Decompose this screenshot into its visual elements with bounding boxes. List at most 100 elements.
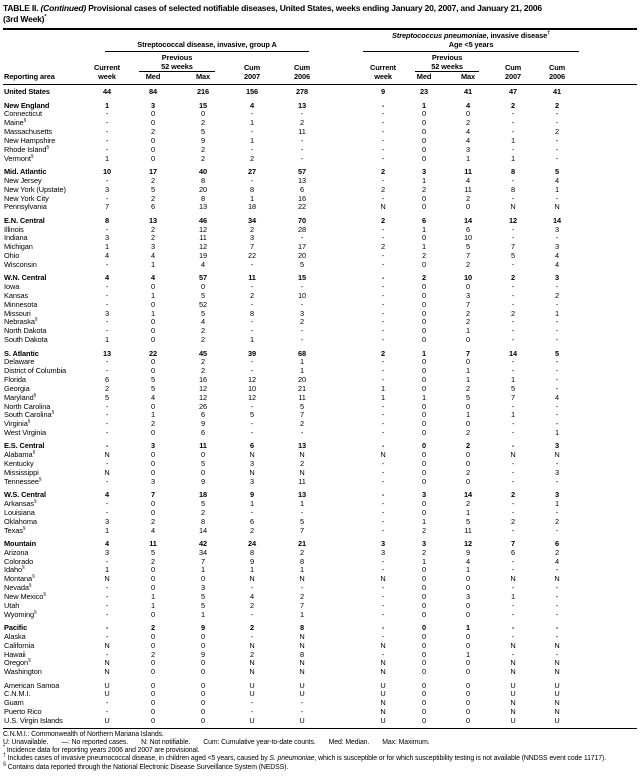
value-cell: 5 <box>466 242 471 252</box>
value-cell: 5 <box>466 392 471 402</box>
value-cell: 7 <box>466 299 471 309</box>
value-cell: 15 <box>198 100 208 110</box>
value-cell: 2 <box>249 649 254 659</box>
value-cell: - <box>511 565 515 575</box>
value-cell: - <box>105 410 109 420</box>
value-cell: - <box>511 476 515 486</box>
table-row: Ohio 4 4 19 22 20 - 2 7 5 4 <box>3 251 637 261</box>
value-cell: 10 <box>247 383 257 393</box>
value-cell: - <box>105 135 109 145</box>
reporting-area-cell: Maryland§ <box>4 392 37 402</box>
value-cell: 0 <box>200 640 205 650</box>
filler-cell <box>579 403 637 412</box>
value-cell: 0 <box>422 450 427 460</box>
value-cell: 1 <box>422 175 427 185</box>
value-cell: - <box>105 193 109 203</box>
value-cell: - <box>105 441 109 451</box>
value-cell: - <box>105 401 109 411</box>
group2-footnote-marker: † <box>547 30 551 37</box>
value-cell: 2 <box>422 184 427 194</box>
filler-cell <box>579 451 637 460</box>
group1-cum2006-label: Cum <box>293 62 311 72</box>
reporting-area-cell: Puerto Rico <box>4 707 42 717</box>
filler-cell <box>579 163 637 176</box>
value-cell: 8 <box>300 649 305 659</box>
value-cell: - <box>105 591 109 601</box>
value-cell: - <box>300 428 304 438</box>
value-cell: 0 <box>422 410 427 420</box>
value-cell: - <box>511 326 515 336</box>
value-cell: 5 <box>511 383 516 393</box>
value-cell: 0 <box>422 631 427 641</box>
value-cell: 6 <box>200 428 205 438</box>
table-row: Missouri 3 1 5 8 3 - 0 2 2 1 <box>3 308 637 319</box>
value-cell: - <box>381 401 385 411</box>
value-cell: 7 <box>200 556 205 566</box>
value-cell: 7 <box>466 251 471 261</box>
group-spacer-cell <box>327 283 363 292</box>
group-spacer-cell <box>327 527 363 536</box>
value-cell: N <box>510 640 516 650</box>
value-cell: - <box>105 631 109 641</box>
value-cell: 3 <box>150 100 155 110</box>
value-cell: - <box>105 419 109 429</box>
value-cell: 24 <box>247 538 257 548</box>
value-cell: 0 <box>422 419 427 429</box>
value-cell: 0 <box>150 467 155 477</box>
value-cell: - <box>511 583 515 593</box>
table-row: North Dakota - 0 2 - - - 0 1 - - <box>3 326 637 336</box>
value-cell: 2 <box>511 516 516 526</box>
value-cell: - <box>511 357 515 367</box>
group-spacer-cell <box>327 420 363 429</box>
table-row: Louisiana - 0 2 - - - 0 1 - - <box>3 508 637 518</box>
reporting-area-cell: South Carolina§ <box>4 410 55 420</box>
value-cell: 0 <box>200 707 205 717</box>
reporting-area-cell: California <box>4 640 35 650</box>
value-cell: - <box>555 609 559 619</box>
reporting-area-cell: Maine§ <box>4 118 27 128</box>
filler-cell <box>579 177 637 186</box>
value-cell: 5 <box>555 166 560 176</box>
filler-cell <box>579 535 637 548</box>
value-cell: - <box>105 127 109 137</box>
group2-age-line: Age <5 years <box>448 39 494 49</box>
table-row: South Carolina§ - 1 6 5 7 - 0 1 1 - <box>3 411 637 420</box>
value-cell: 3 <box>104 184 109 194</box>
value-cell: N <box>299 450 305 460</box>
value-cell: 2 <box>150 622 155 632</box>
value-cell: U <box>277 716 328 729</box>
value-cell: 4 <box>104 490 109 500</box>
table-body: United States 44 84 216 156 278 9 23 41 47 41 New E… <box>3 85 638 729</box>
value-cell: - <box>250 317 254 327</box>
reporting-area-cell: Vermont§ <box>4 153 34 163</box>
value-cell: 0 <box>200 109 205 119</box>
value-cell: - <box>250 583 254 593</box>
value-cell: - <box>300 282 304 292</box>
value-cell: - <box>381 410 385 420</box>
value-cell: 13 <box>298 175 307 185</box>
filler-cell <box>579 195 637 204</box>
reporting-area-cell: Missouri <box>4 308 31 318</box>
value-cell: 2 <box>249 525 254 535</box>
value-cell: 0 <box>466 640 471 650</box>
value-cell: U <box>510 680 516 690</box>
value-cell: 3 <box>381 547 386 557</box>
value-cell: 0 <box>422 202 427 212</box>
group-spacer-cell <box>327 699 363 708</box>
reporting-area-cell: Pacific <box>4 622 28 632</box>
group-spacer-cell <box>327 668 363 677</box>
filler-cell <box>579 137 637 146</box>
table-row: Maine§ - 0 2 1 2 - 0 2 - - <box>3 118 637 128</box>
table-row: California N 0 0 N N N 0 0 N N <box>3 640 637 651</box>
title-divider-rule <box>3 28 637 30</box>
value-cell: 8 <box>249 547 254 557</box>
value-cell: 0 <box>200 689 205 699</box>
group-spacer-cell <box>327 212 363 225</box>
reporting-area-cell: New Mexico§ <box>4 591 46 601</box>
group-spacer-cell <box>327 226 363 235</box>
table-row: Montana§ N 0 0 N N N 0 0 N N <box>3 574 637 584</box>
reporting-area-cell: North Dakota <box>4 326 47 336</box>
value-cell: 8 <box>249 184 254 194</box>
value-cell: 12 <box>198 392 208 402</box>
group-spacer-cell <box>327 310 363 319</box>
